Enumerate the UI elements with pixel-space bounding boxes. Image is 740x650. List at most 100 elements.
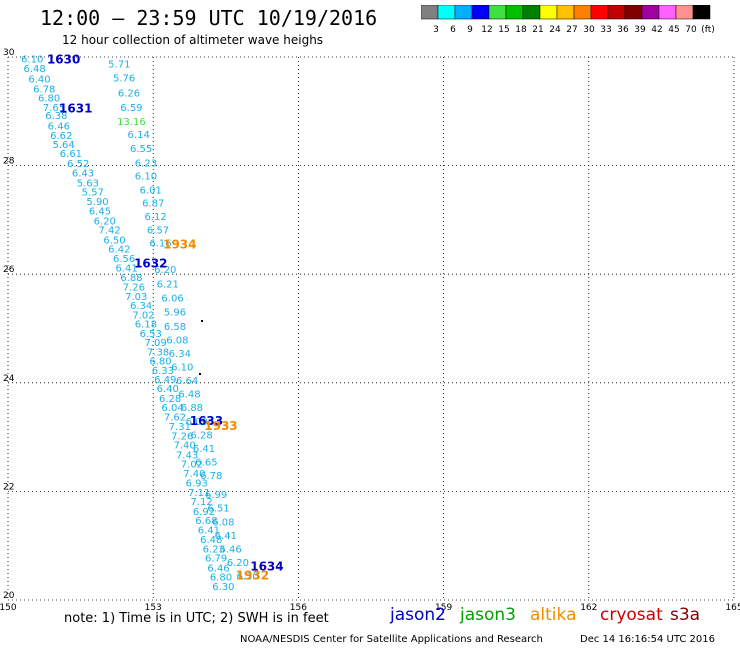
wave-height-label: 7.65 [43, 103, 65, 114]
wave-height-label: 6.78 [33, 84, 55, 95]
wave-height-label: 5.76 [113, 74, 135, 85]
wave-height-label: 6.61 [60, 149, 82, 160]
wave-height-label: 6.10 [135, 171, 157, 182]
wave-height-label: 6.49 [154, 375, 176, 386]
wave-height-label: 6.79 [205, 554, 227, 565]
pass-time-label: 1634 [250, 559, 283, 573]
wave-height-label: 5.96 [164, 308, 186, 319]
colorbar-tick-label: 24 [549, 25, 561, 35]
wave-height-label: 6.28 [159, 394, 181, 405]
colorbar-tick-label: (ft) [701, 25, 715, 35]
colorbar-tick-label: 3 [433, 25, 439, 35]
wave-height-label: 6.88 [181, 403, 203, 414]
wave-height-label: 6.65 [195, 458, 217, 469]
colorbar-swatch [692, 5, 711, 20]
wave-height-label: 6.43 [72, 169, 94, 180]
wave-height-label: 6.10 [171, 363, 193, 374]
wave-height-label: 6.26 [118, 88, 140, 99]
wave-height-label: 7.09 [144, 338, 166, 349]
wave-height-label: 6.55 [130, 144, 152, 155]
wave-height-label: 6.21 [157, 279, 179, 290]
wave-height-label: 6.64 [176, 376, 198, 387]
wave-height-label: 6.58 [164, 322, 186, 333]
wave-height-label: 6.08 [166, 335, 188, 346]
satellite-legend-item: s3a [670, 605, 701, 625]
wave-height-label: 6.80 [149, 357, 171, 368]
map-title: 12:00 – 23:59 UTC 10/19/2016 [40, 6, 378, 30]
wave-height-label: 6.46 [220, 544, 242, 555]
wave-height-label: 13.16 [117, 117, 146, 128]
wave-height-label: 6.41 [193, 444, 215, 455]
latitude-tick-label: 22 [3, 482, 14, 492]
footer-note: note: 1) Time is in UTC; 2) SWH is in fe… [64, 611, 329, 626]
wave-height-label: 6.33 [152, 366, 174, 377]
wave-height-label: 7.26 [123, 283, 145, 294]
wave-height-label: 6.23 [135, 158, 157, 169]
satellite-legend-item: jason3 [460, 605, 516, 625]
wave-height-label: 6.80 [38, 94, 60, 105]
map-subtitle: 12 hour collection of altimeter wave hei… [62, 33, 324, 47]
wave-height-label: 6.01 [140, 185, 162, 196]
longitude-tick-label: 156 [290, 603, 307, 613]
satellite-legend-item: jason2 [390, 605, 446, 625]
pass-time-label: 1631 [59, 102, 92, 116]
wave-height-label: 6.62 [50, 131, 72, 142]
wave-height-label: 6.48 [178, 390, 200, 401]
wave-height-label: 7.42 [99, 226, 121, 237]
wave-height-label: 7.62 [164, 412, 186, 423]
colorbar-tick-label: 18 [515, 25, 527, 35]
latitude-tick-label: 24 [3, 374, 15, 384]
colorbar-tick-label: 21 [532, 25, 543, 35]
wave-height-label: 7.02 [181, 460, 203, 471]
wave-height-label: 6.18 [135, 320, 157, 331]
wave-height-label: 6.88 [120, 273, 142, 284]
wave-height-label: 7.31 [169, 422, 191, 433]
colorbar-tick-label: 9 [467, 25, 473, 35]
pass-time-label: 1632 [134, 256, 167, 270]
colorbar-tick-label: 36 [617, 25, 629, 35]
wave-height-label: 6.78 [200, 471, 222, 482]
wave-height-label: 5.71 [108, 60, 130, 71]
colorbar-tick-label: 42 [651, 25, 662, 35]
wave-height-label: 6.10 [21, 55, 43, 66]
wave-height-label: 6.38 [45, 111, 67, 122]
longitude-tick-label: 162 [580, 603, 597, 613]
wave-height-label: 6.48 [200, 535, 222, 546]
wave-height-label: 5.57 [82, 188, 104, 199]
wave-height-label: 6.30 [236, 572, 258, 583]
wave-height-label: 6.14 [128, 130, 150, 141]
latitude-tick-label: 20 [3, 591, 15, 601]
wave-height-label: 6.46 [207, 563, 229, 574]
wave-height-label: 7.11 [188, 488, 210, 499]
colorbar-tick-label: 70 [685, 25, 697, 35]
colorbar-tick-label: 33 [600, 25, 611, 35]
wave-height-label: 6.53 [140, 329, 162, 340]
wave-height-label: 6.34 [169, 349, 191, 360]
colorbar-tick-label: 39 [634, 25, 646, 35]
satellite-legend-item: cryosat [600, 605, 663, 625]
colorbar-tick-label: 45 [668, 25, 679, 35]
colorbar-tick-label: 30 [583, 25, 595, 35]
wave-height-label: 6.08 [212, 517, 234, 528]
wave-height-label: 6.34 [130, 301, 152, 312]
wave-height-label: 5.63 [77, 178, 99, 189]
wave-height-label: 7.38 [147, 347, 169, 358]
latitude-tick-label: 30 [3, 48, 15, 58]
wave-height-label: 6.42 [108, 245, 130, 256]
wave-height-label: 6.16 [149, 239, 171, 250]
wave-height-label: 6.51 [207, 504, 229, 515]
wave-height-label: 7.03 [125, 292, 147, 303]
wave-height-label: 6.80 [210, 573, 232, 584]
latitude-tick-label: 26 [3, 265, 15, 275]
wave-height-label: 5.64 [53, 140, 75, 151]
longitude-tick-label: 153 [145, 603, 162, 613]
wave-height-label: 6.68 [195, 516, 217, 527]
wave-height-label: 6.99 [205, 490, 227, 501]
island-dot [201, 320, 203, 322]
wave-height-label: 7.43 [176, 450, 198, 461]
wave-height-label: 6.52 [67, 159, 89, 170]
pass-time-label: 1933 [204, 419, 237, 433]
wave-height-label: 6.12 [144, 212, 166, 223]
island-dot [199, 373, 201, 375]
wave-height-label: 7.02 [132, 310, 154, 321]
